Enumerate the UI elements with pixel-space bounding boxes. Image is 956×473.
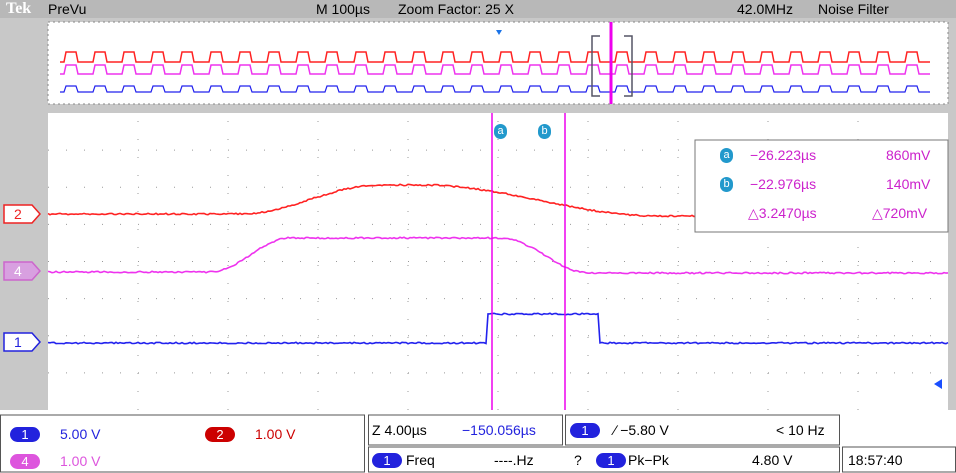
measure1-status: ?: [574, 452, 582, 468]
scope-graphics: [0, 0, 956, 473]
ch1-marker: [4, 333, 40, 351]
ch2-marker: [4, 205, 40, 223]
zoom-factor: Zoom Factor: 25 X: [398, 1, 514, 17]
ch4-marker: [4, 262, 40, 280]
timebase: M 100µs: [316, 1, 370, 17]
bandwidth: 42.0MHz: [737, 1, 793, 17]
ch2-badge: 2: [205, 427, 235, 442]
zoom-scale: Z 4.00µs: [372, 422, 427, 438]
measure1-name: Freq: [406, 452, 435, 468]
ch1-badge: 1: [10, 427, 40, 442]
ch4-scale: 1.00 V: [60, 453, 100, 469]
scope-screen: Tek PreVu M 100µs Zoom Factor: 25 X 42.0…: [0, 0, 956, 473]
ch2-marker-label: 2: [14, 206, 22, 222]
trigger-rate: < 10 Hz: [776, 422, 825, 438]
trigger-level: ∕ −5.80 V: [614, 422, 669, 438]
readout-a-label: a: [720, 148, 733, 163]
zoom-position: −150.056µs: [462, 422, 536, 438]
readout-b-volt: 140mV: [886, 176, 930, 192]
ch1-marker-label: 1: [14, 334, 22, 350]
ch4-marker-label: 4: [14, 263, 22, 279]
measure2-badge: 1: [596, 453, 626, 468]
measure2-value: 4.80 V: [752, 452, 792, 468]
measure2-name: Pk−Pk: [628, 452, 669, 468]
readout-a-volt: 860mV: [886, 147, 930, 163]
trigger-badge: 1: [570, 423, 600, 438]
readout-b-time: −22.976µs: [750, 176, 816, 192]
ch2-scale: 1.00 V: [255, 426, 295, 442]
filter: Noise Filter: [818, 1, 889, 17]
readout-a-time: −26.223µs: [750, 147, 816, 163]
readout-delta-time: △3.2470µs: [748, 205, 817, 221]
clock: 18:57:40: [848, 452, 903, 468]
readout-b-label: b: [720, 177, 733, 192]
brand: Tek: [6, 1, 31, 17]
measure1-badge: 1: [372, 453, 402, 468]
ch4-badge: 4: [10, 454, 40, 469]
measure1-value: ----.Hz: [494, 452, 534, 468]
mode: PreVu: [48, 1, 86, 17]
readout-delta-volt: △720mV: [872, 205, 927, 221]
cursor-b-label: b: [538, 124, 551, 139]
ch1-scale: 5.00 V: [60, 426, 100, 442]
cursor-a-label: a: [494, 124, 507, 139]
vertical-panel: [1, 415, 365, 472]
